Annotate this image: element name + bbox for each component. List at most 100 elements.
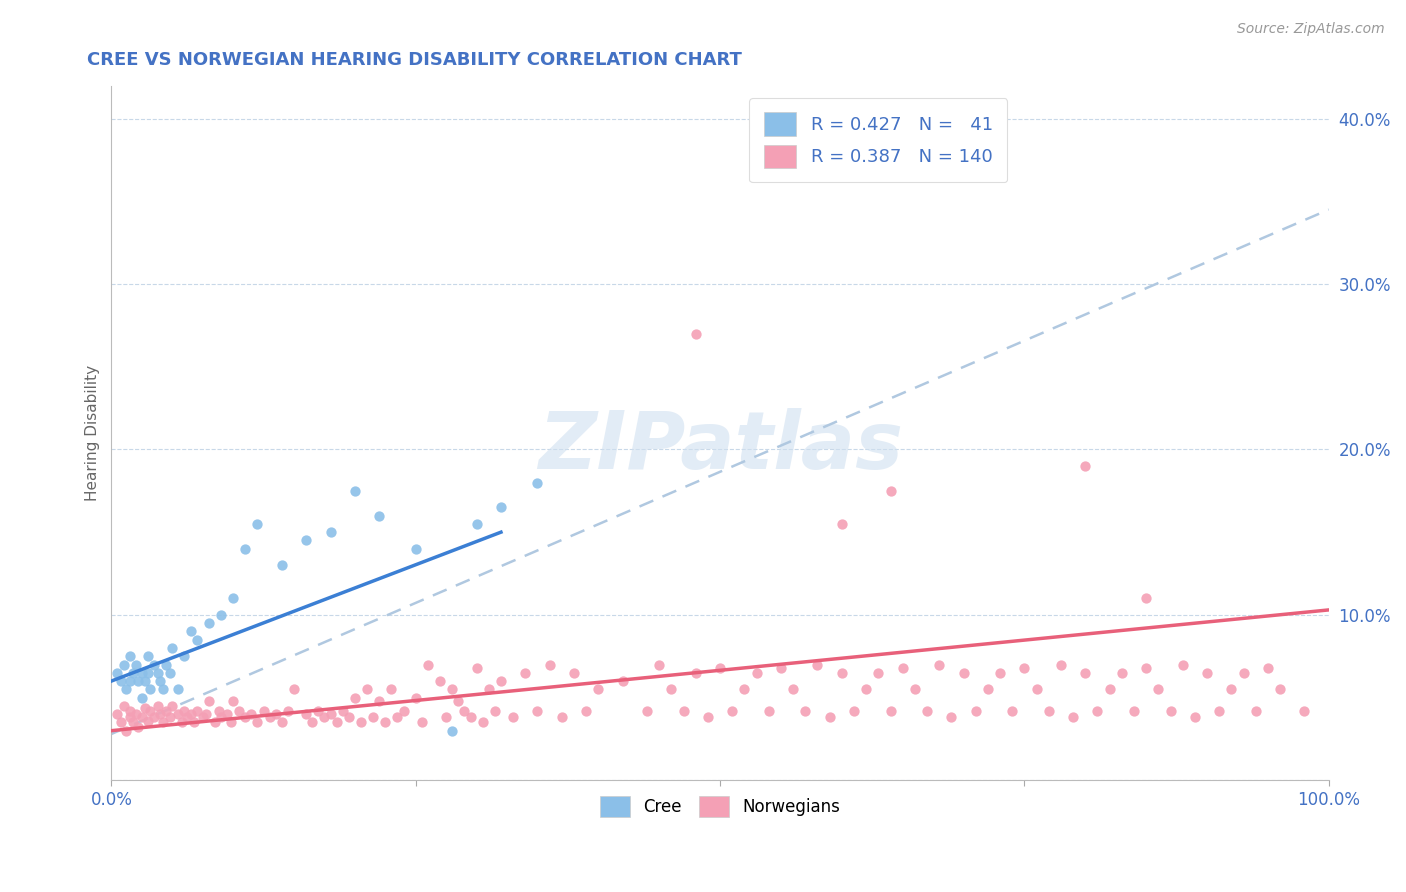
Text: CREE VS NORWEGIAN HEARING DISABILITY CORRELATION CHART: CREE VS NORWEGIAN HEARING DISABILITY COR… (87, 51, 742, 69)
Point (1001, 704, 1024, 718)
Point (180, 624, 202, 639)
Point (361, 710, 384, 724)
Point (1195, 665, 1218, 680)
Point (155, 704, 177, 718)
Point (115, 723, 138, 738)
Point (176, 710, 198, 724)
Point (162, 698, 184, 713)
Point (484, 704, 506, 718)
Point (356, 682, 378, 697)
Point (270, 558, 292, 573)
Point (392, 704, 415, 718)
Point (416, 657, 439, 672)
Point (1268, 682, 1291, 697)
Point (186, 632, 208, 647)
Point (264, 707, 287, 722)
Point (575, 704, 598, 718)
Point (118, 674, 141, 689)
Point (215, 707, 238, 722)
Point (332, 704, 354, 718)
Point (307, 704, 329, 718)
Point (159, 710, 181, 724)
Point (941, 710, 963, 724)
Point (1147, 682, 1170, 697)
Point (136, 649, 159, 664)
Point (159, 665, 181, 680)
Point (118, 704, 141, 718)
Point (134, 700, 156, 714)
Point (209, 607, 232, 622)
Point (441, 682, 464, 697)
Point (149, 707, 172, 722)
Point (350, 715, 373, 730)
Point (489, 674, 512, 689)
Point (207, 704, 229, 718)
Point (478, 682, 501, 697)
Point (167, 682, 190, 697)
Point (131, 690, 153, 705)
Point (1123, 704, 1146, 718)
Point (612, 674, 634, 689)
Point (709, 661, 731, 675)
Point (952, 665, 974, 680)
Point (283, 682, 305, 697)
Point (453, 704, 475, 718)
Point (155, 657, 177, 672)
Point (758, 704, 780, 718)
Point (146, 665, 169, 680)
Point (387, 710, 409, 724)
Point (204, 715, 226, 730)
Point (167, 707, 190, 722)
Point (1244, 704, 1267, 718)
Point (134, 674, 156, 689)
Point (460, 710, 482, 724)
Point (1232, 665, 1254, 680)
Point (818, 710, 841, 724)
Point (295, 707, 318, 722)
Point (343, 690, 366, 705)
Point (1184, 710, 1206, 724)
Point (1220, 682, 1243, 697)
Point (143, 657, 166, 672)
Point (405, 690, 427, 705)
Point (222, 591, 245, 606)
Point (904, 682, 927, 697)
Point (325, 715, 347, 730)
Point (139, 704, 162, 718)
Point (122, 665, 145, 680)
Point (131, 710, 153, 724)
Point (127, 720, 149, 734)
Point (118, 710, 141, 724)
Point (782, 682, 804, 697)
Point (319, 525, 342, 540)
Point (233, 541, 256, 556)
Point (152, 682, 174, 697)
Point (928, 657, 950, 672)
Point (965, 704, 987, 718)
Point (186, 704, 208, 718)
Point (1111, 665, 1133, 680)
Point (879, 483, 901, 498)
Point (696, 710, 718, 724)
Point (143, 710, 166, 724)
Point (110, 715, 132, 730)
Point (246, 516, 269, 531)
Point (1135, 591, 1157, 606)
Point (152, 715, 174, 730)
Point (879, 704, 901, 718)
Point (1050, 657, 1073, 672)
Point (115, 682, 138, 697)
Point (125, 657, 148, 672)
Point (136, 665, 159, 680)
Point (672, 704, 695, 718)
Point (110, 674, 132, 689)
Point (131, 665, 153, 680)
Point (661, 682, 683, 697)
Point (1074, 458, 1097, 473)
Point (465, 516, 488, 531)
Point (118, 649, 141, 664)
Point (831, 665, 853, 680)
Point (1160, 704, 1182, 718)
Text: ZIPatlas: ZIPatlas (537, 408, 903, 486)
Point (219, 715, 242, 730)
